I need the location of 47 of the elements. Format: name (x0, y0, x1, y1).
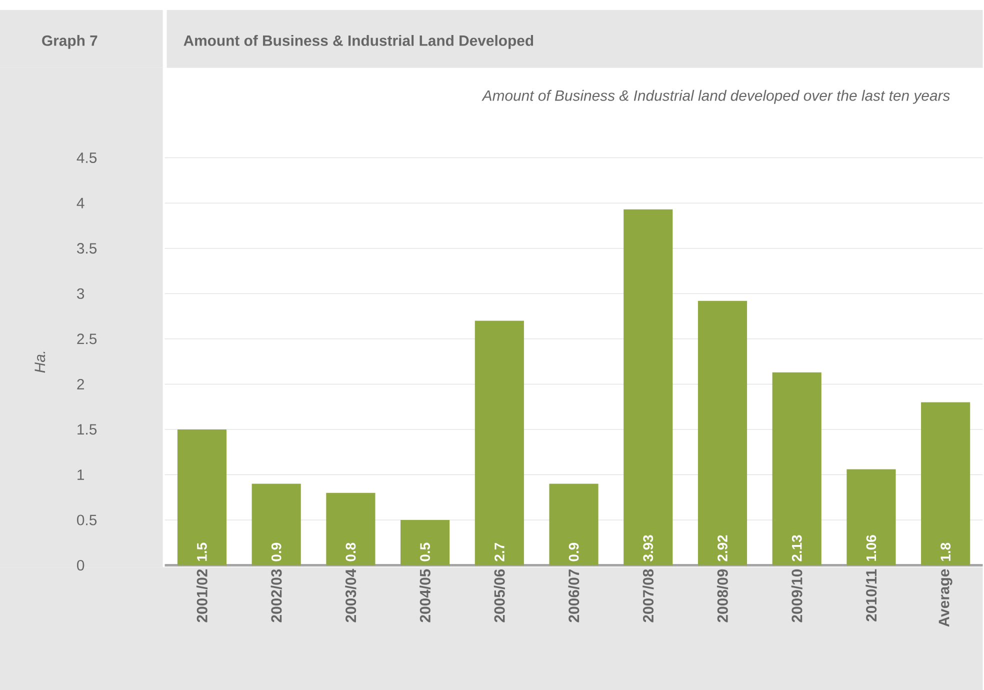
x-tick-label: 2007/08 (642, 569, 654, 622)
bar (400, 520, 450, 566)
y-tick-label: 2 (77, 378, 84, 390)
data-label: 1.8 (940, 542, 951, 561)
bar (177, 429, 227, 566)
y-tick-label: 3 (76, 288, 84, 299)
x-tick-label: 2005/06 (494, 569, 505, 622)
x-tick-label: 2010/11 (866, 569, 877, 622)
y-tick-label: 2.5 (77, 334, 97, 344)
y-tick-label: 1 (78, 470, 84, 480)
caption: Graph 7 (42, 34, 98, 49)
x-tick-label: Average (938, 569, 952, 627)
data-label: 2.92 (718, 535, 728, 562)
x-tick-label: 2004/05 (420, 569, 431, 622)
data-label: 3.93 (643, 535, 654, 562)
bar (698, 300, 748, 566)
data-label: 0.9 (568, 542, 579, 562)
bar (326, 492, 376, 566)
y-tick-label: 0 (77, 560, 84, 570)
x-tick-label: 2006/07 (568, 569, 580, 622)
y-tick-label: 4 (76, 198, 84, 208)
y-tick-label: 0.5 (77, 514, 97, 526)
y-tick-label: 1.5 (78, 424, 97, 435)
data-label: 0.5 (420, 542, 430, 562)
bar (846, 469, 896, 566)
y-axis-title: Ha. (34, 352, 46, 373)
data-label: 2.13 (792, 535, 802, 562)
data-label: 1.06 (866, 535, 876, 561)
bar (474, 320, 524, 566)
x-tick-label: 2008/09 (716, 569, 728, 622)
bar (921, 402, 970, 566)
y-tick-label: 3.5 (76, 243, 97, 254)
y-tick-label: 4.5 (76, 152, 97, 163)
chart-subtitle: Amount of Business & Industrial land developed over the last ten years (482, 90, 950, 104)
x-tick-label: 2003/04 (345, 568, 356, 622)
bar (772, 372, 822, 566)
chart-title: Amount of Business & Industrial Land Developed (184, 34, 534, 49)
data-label: 2.7 (494, 542, 504, 562)
bar (549, 484, 598, 566)
x-tick-label: 2009/10 (791, 569, 802, 622)
x-tick-label: 2002/03 (270, 569, 282, 622)
data-label: 1.5 (197, 542, 207, 561)
data-label: 0.9 (271, 542, 282, 562)
x-tick-label: 2001/02 (196, 569, 208, 622)
data-label: 0.8 (346, 542, 356, 562)
bar (624, 209, 673, 566)
bar (252, 484, 301, 566)
